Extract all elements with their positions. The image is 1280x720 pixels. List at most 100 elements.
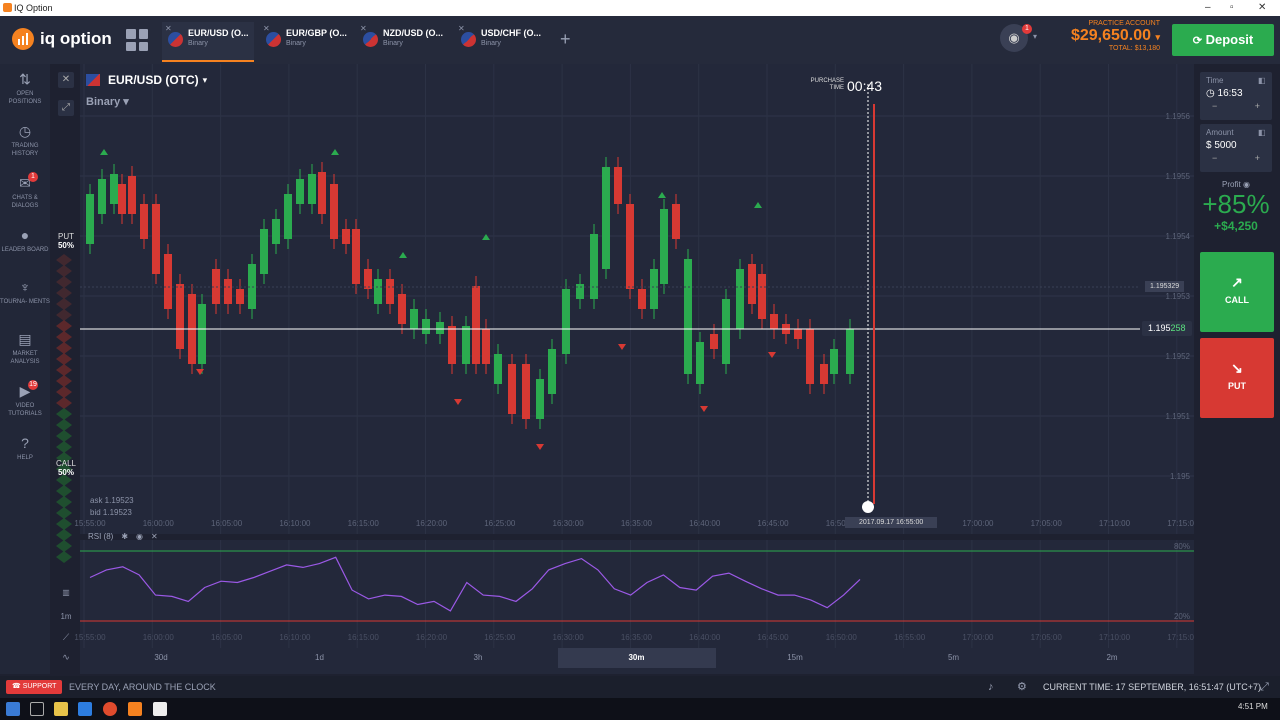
brand-logo[interactable]: iq option	[12, 28, 112, 50]
tab-asset-2[interactable]: ✕ NZD/USD (O... Binary	[357, 22, 449, 62]
period-4[interactable]: 15m	[787, 653, 803, 662]
amount-info-icon[interactable]: ◧	[1258, 128, 1266, 137]
period-3[interactable]: 30m	[557, 648, 716, 668]
sidebar-item-label: TOURNA- MENTS	[0, 299, 50, 305]
sidebar-badge: 1	[28, 172, 38, 182]
deposit-button[interactable]: ⟳ Deposit	[1172, 24, 1274, 56]
apps-grid-icon[interactable]	[126, 29, 148, 51]
support-icon: ☎	[12, 683, 21, 690]
period-2[interactable]: 3h	[473, 653, 483, 662]
candle	[462, 326, 470, 364]
remove-indicator-icon[interactable]: ✕	[151, 532, 158, 541]
close-tab-icon[interactable]: ✕	[263, 24, 270, 33]
sidebar-item-7[interactable]: ? HELP	[0, 434, 50, 462]
sentiment-bar-segment	[56, 474, 72, 486]
amount-box[interactable]: Amount $ 5000 − +	[1200, 124, 1272, 172]
amount-minus-button[interactable]: −	[1212, 153, 1218, 163]
sidebar-item-label: HELP	[17, 455, 33, 461]
tab-asset-3[interactable]: ✕ USD/CHF (O... Binary	[455, 22, 547, 62]
account-balance[interactable]: PRACTICE ACCOUNT $29,650.00 ▾ TOTAL: $13…	[1071, 20, 1160, 52]
tab-asset-0[interactable]: ✕ EUR/USD (O... Binary	[162, 22, 254, 62]
time-info-icon[interactable]: ◧	[1258, 76, 1266, 85]
candle	[224, 279, 232, 304]
tab-asset-1[interactable]: ✕ EUR/GBP (O... Binary	[260, 22, 352, 62]
tab-name: NZD/USD (O...	[383, 28, 443, 38]
close-window-button[interactable]: ✕	[1258, 2, 1267, 13]
file-explorer-icon[interactable]	[54, 702, 68, 716]
support-button[interactable]: ☎ SUPPORT	[6, 680, 63, 694]
profit-box: Profit ◉ +85% +$4,250	[1200, 180, 1272, 233]
mode-selector[interactable]: Binary ▾	[86, 96, 129, 108]
x-tick-label: 15:55:00	[74, 519, 106, 528]
close-tab-icon[interactable]: ✕	[458, 24, 465, 33]
time-box[interactable]: Time ◷ 16:53 − +	[1200, 72, 1272, 120]
help-icon: ?	[21, 435, 29, 451]
chart-type-icon[interactable]: ▥	[62, 588, 70, 597]
candle	[830, 349, 838, 374]
candle	[806, 329, 814, 384]
deposit-icon: ⟳	[1192, 35, 1202, 47]
x-tick-label: 16:00:00	[143, 633, 175, 642]
trophy-icon: ♆	[19, 279, 31, 295]
close-tab-icon[interactable]: ✕	[165, 24, 172, 33]
add-tab-button[interactable]: +	[560, 29, 571, 49]
sidebar-item-4[interactable]: ♆ TOURNA- MENTS	[0, 278, 50, 306]
task-view-icon[interactable]	[30, 702, 44, 716]
down-arrow-marker	[618, 344, 626, 350]
sidebar-item-1[interactable]: ◷ TRADING HISTORY	[0, 122, 50, 158]
candle	[296, 179, 304, 204]
asset-selector[interactable]: EUR/USD (OTC) ▾	[86, 73, 207, 87]
sidebar-item-0[interactable]: ⇅ OPEN POSITIONS	[0, 70, 50, 106]
rsi-line	[89, 556, 861, 612]
app-taskbar-icon[interactable]	[153, 702, 167, 716]
gear-icon[interactable]: ⚙	[1017, 681, 1027, 693]
call-button[interactable]: ↗ CALL	[1200, 252, 1274, 332]
close-tab-icon[interactable]: ✕	[360, 24, 367, 33]
amount-plus-button[interactable]: +	[1254, 153, 1260, 163]
browser-icon[interactable]	[103, 702, 117, 716]
analysis-icon: ▤	[18, 331, 32, 347]
sentiment-bar-segment	[56, 408, 72, 420]
period-1[interactable]: 1d	[315, 653, 324, 662]
asset-dropdown-icon: ▾	[202, 74, 208, 85]
iq-option-taskbar-icon[interactable]	[128, 702, 142, 716]
up-arrow-marker	[399, 252, 407, 258]
sidebar-item-2[interactable]: ✉ 1 CHATS & DIALOGS	[0, 172, 50, 210]
start-icon[interactable]	[6, 702, 20, 716]
indicator-icon[interactable]: ∿	[62, 652, 70, 662]
expand-icon[interactable]: ⤢	[58, 100, 74, 116]
camera-dropdown-icon[interactable]: ▾	[1033, 32, 1038, 41]
price-chart[interactable]: 1.1956 1.1955 1.1954 1.1953 1.1952 1.1951 1.19…	[50, 64, 1194, 674]
timeframe-button[interactable]: 1m	[60, 612, 72, 621]
sentiment-bar-segment	[56, 375, 72, 387]
candle	[398, 294, 406, 324]
close-chart-icon[interactable]: ✕	[58, 72, 74, 88]
window-title: IQ Option	[14, 3, 53, 13]
profit-info-icon[interactable]: ◉	[1242, 180, 1250, 189]
x-tick-label: 17:05:00	[1031, 633, 1063, 642]
time-minus-button[interactable]: −	[1212, 101, 1218, 111]
sidebar-item-6[interactable]: ▶ 19 VIDEO TUTORIALS	[0, 380, 50, 418]
volume-icon[interactable]: ♪	[988, 681, 994, 693]
time-plus-button[interactable]: +	[1254, 101, 1260, 111]
eye-icon[interactable]: ◉	[136, 532, 144, 541]
fullscreen-icon[interactable]: ⤢	[1260, 681, 1269, 693]
candle	[758, 274, 766, 319]
period-5[interactable]: 5m	[947, 653, 960, 662]
maximize-button[interactable]: ▫	[1230, 2, 1234, 13]
sentiment-bar-segment	[56, 507, 72, 519]
x-tick-label: 16:45:00	[757, 519, 789, 528]
period-0[interactable]: 30d	[154, 653, 168, 662]
sidebar-item-3[interactable]: ● LEADER BOARD	[0, 226, 50, 254]
draw-icon[interactable]: ⟋	[62, 632, 70, 642]
video-icon: ▶	[19, 383, 31, 399]
mail-icon[interactable]	[78, 702, 92, 716]
minimize-button[interactable]: –	[1205, 2, 1211, 13]
sentiment-bar-segment	[56, 496, 72, 508]
candle	[494, 354, 502, 384]
put-button[interactable]: ↘ PUT	[1200, 338, 1274, 418]
candle	[794, 329, 802, 339]
sidebar-item-5[interactable]: ▤ MARKET ANALYSIS	[0, 330, 50, 366]
settings-icon[interactable]: ✱	[121, 532, 129, 541]
period-6[interactable]: 2m	[1106, 653, 1118, 662]
